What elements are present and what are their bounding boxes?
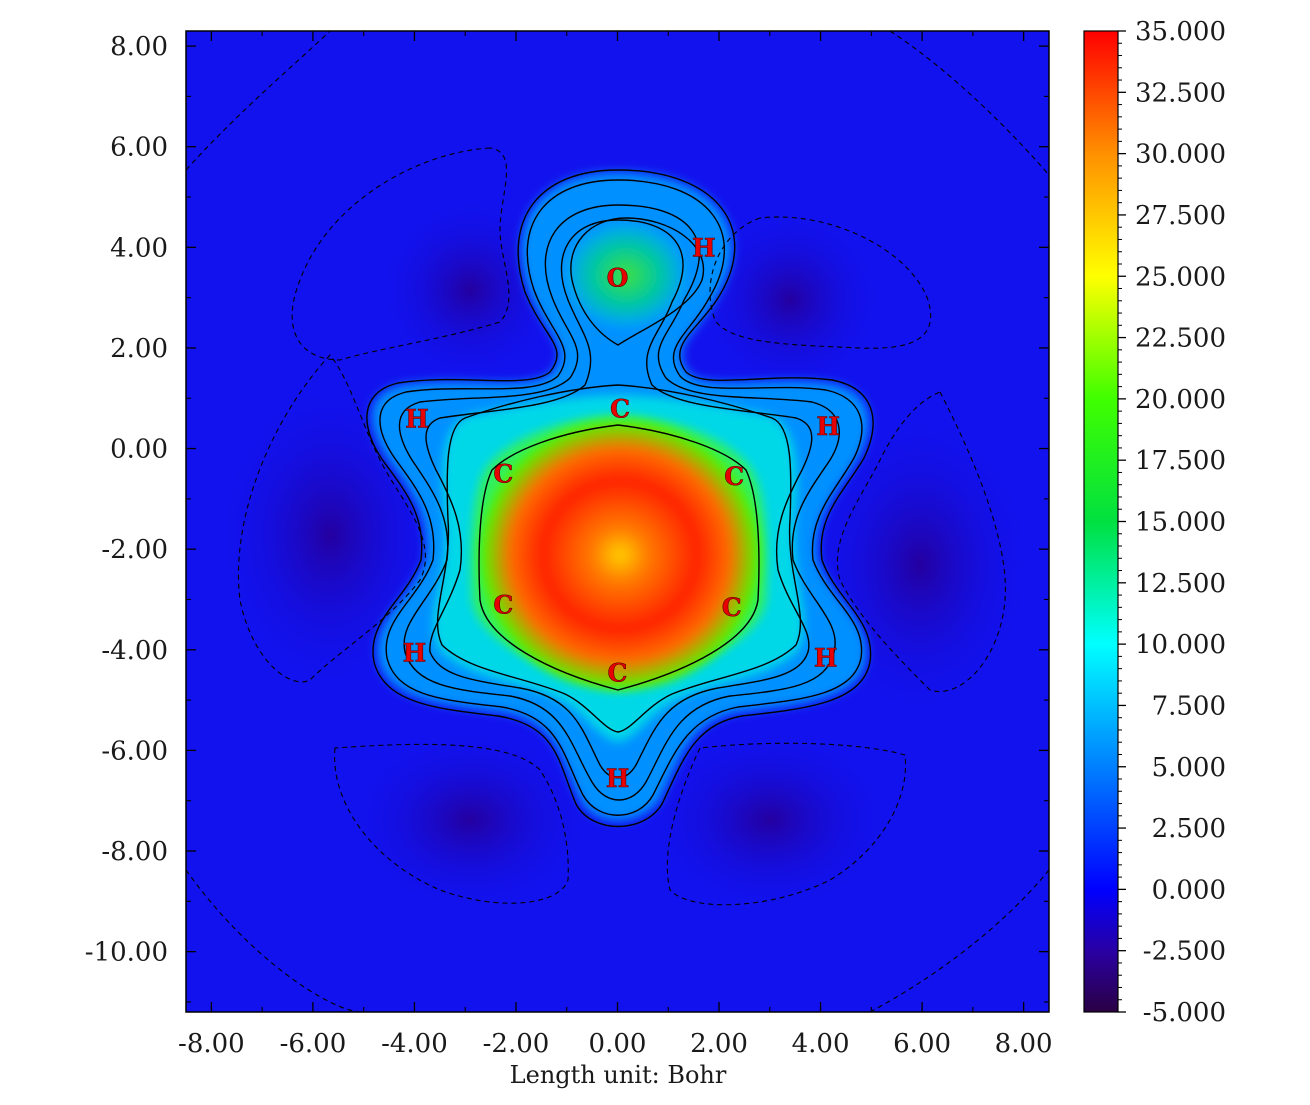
- atom-label-c: C: [610, 394, 630, 423]
- colorbar-tick-label: -5.000: [1143, 998, 1226, 1028]
- atom-label-h: H: [692, 233, 716, 262]
- y-tick-label: 8.00: [110, 32, 168, 62]
- contour-mid-1: [398, 204, 840, 801]
- ring-center-region: [480, 420, 760, 690]
- x-tick-label: 2.00: [690, 1029, 748, 1059]
- atom-label-c: C: [724, 462, 744, 491]
- dashed-bottom-right: [666, 742, 907, 906]
- negative-lobe-top-right: [700, 210, 880, 390]
- x-tick-label: 6.00: [893, 1029, 951, 1059]
- contour-lines: [366, 169, 874, 828]
- atom-label-h: H: [606, 764, 630, 793]
- x-tick-label: -4.00: [381, 1029, 448, 1059]
- dashed-top-left: [291, 147, 510, 361]
- colorbar-tick-label: 0.000: [1152, 875, 1226, 905]
- atom-label-h: H: [814, 643, 838, 672]
- atom-label-c: C: [493, 591, 513, 620]
- y-tick-label: -10.00: [85, 938, 168, 968]
- colorbar-tick-label: 25.000: [1135, 262, 1226, 292]
- x-tick-label: 4.00: [792, 1029, 850, 1059]
- oxygen-region: [566, 223, 686, 327]
- colorbar-tick-label: 10.000: [1135, 630, 1226, 660]
- dashed-big-circle: [186, 31, 1049, 1012]
- negative-lobe-left: [220, 385, 440, 685]
- colorbar-tick-label: 5.000: [1152, 753, 1226, 783]
- contour-outer-1: [366, 169, 874, 828]
- dashed-right: [836, 391, 1006, 692]
- atom-label-h: H: [403, 638, 427, 667]
- y-tick-label: -4.00: [101, 636, 168, 666]
- colorbar: [1083, 30, 1119, 1013]
- contour-oxygen: [570, 217, 705, 346]
- dashed-bottom-left: [334, 743, 569, 904]
- atom-labels: O H C C C C C C H H H H H: [402, 233, 840, 793]
- colorbar-tick-label: 15.000: [1135, 508, 1226, 538]
- atom-label-h: H: [816, 412, 840, 441]
- atom-label-h: H: [405, 404, 429, 433]
- colorbar-tick-label: 2.500: [1152, 814, 1226, 844]
- y-tick-label: -6.00: [101, 736, 168, 766]
- colorbar-axis: 35.000 32.500 30.000 27.500 25.000 22.500 20.0…: [1118, 17, 1226, 1028]
- x-tick-label: -2.00: [483, 1029, 550, 1059]
- atom-label-c: C: [722, 593, 742, 622]
- negative-lobe-top-left: [380, 200, 560, 380]
- colorbar-tick-label: 17.500: [1135, 446, 1226, 476]
- y-tick-label: 4.00: [110, 233, 168, 263]
- x-tick-label: 8.00: [995, 1029, 1053, 1059]
- x-tick-label: -8.00: [178, 1029, 245, 1059]
- y-tick-label: 6.00: [110, 133, 168, 163]
- atom-label-c: C: [493, 460, 513, 489]
- atom-label-c: C: [608, 658, 628, 687]
- heatmap-area: [186, 31, 1049, 1012]
- dashed-contours: [186, 31, 1049, 1012]
- negative-lobe-bottom-left: [350, 730, 590, 910]
- colorbar-tick-label: 32.500: [1135, 78, 1226, 108]
- colorbar-tick-label: 12.500: [1135, 569, 1226, 599]
- y-tick-label: -8.00: [101, 837, 168, 867]
- colorbar-tick-label: 22.500: [1135, 324, 1226, 354]
- colorbar-tick-label: 7.500: [1152, 691, 1226, 721]
- contour-inner-2: [478, 424, 760, 691]
- x-tick-label: -6.00: [280, 1029, 347, 1059]
- colorbar-tick-label: 27.500: [1135, 201, 1226, 231]
- dashed-top-right: [709, 216, 932, 349]
- y-tick-label: 2.00: [110, 334, 168, 364]
- colorbar-tick-label: 20.000: [1135, 385, 1226, 415]
- y-axis: 8.00 6.00 4.00 2.00 0.00 -2.00 -4.00 -6.00 -8.00…: [85, 32, 1049, 1003]
- colorbar-tick-label: 35.000: [1135, 17, 1226, 47]
- atom-label-o: O: [607, 264, 629, 293]
- y-tick-label: -2.00: [101, 535, 168, 565]
- dashed-left: [237, 354, 426, 683]
- contour-outer-2: [379, 179, 863, 816]
- colorbar-tick-label: -2.500: [1143, 937, 1226, 967]
- x-axis-title: Length unit: Bohr: [510, 1061, 727, 1089]
- x-tick-label: 0.00: [589, 1029, 647, 1059]
- y-tick-label: 0.00: [110, 435, 168, 465]
- colorbar-tick-label: 30.000: [1135, 140, 1226, 170]
- x-axis: -8.00 -6.00 -4.00 -2.00 0.00 2.00 4.00 6.00 8.00: [178, 31, 1053, 1059]
- contour-inner-1: [436, 384, 802, 733]
- negative-lobe-bottom-right: [650, 730, 890, 910]
